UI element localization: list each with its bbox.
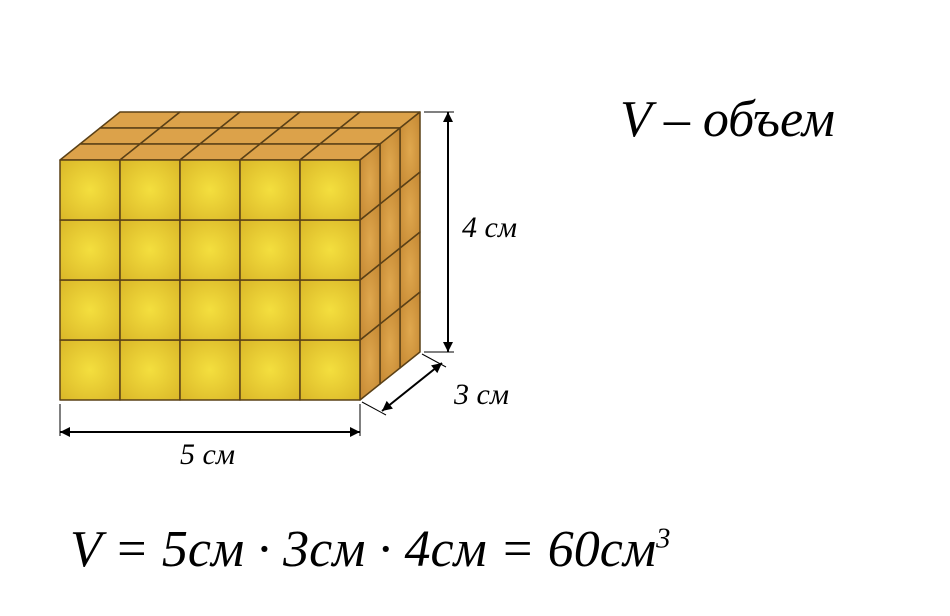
volume-title: V – объем [620, 90, 835, 149]
height-label: 4 см [462, 211, 517, 245]
depth-label: 3 см [454, 378, 509, 412]
formula-text: V = 5см · 3см · 4см = 60см [70, 521, 656, 578]
formula-exponent: 3 [656, 524, 670, 555]
diagram-stage: V – объем 4 см 3 см 5 см V = 5см · 3см ·… [0, 0, 950, 616]
width-label: 5 см [180, 438, 235, 472]
volume-formula: V = 5см · 3см · 4см = 60см3 [70, 520, 670, 579]
